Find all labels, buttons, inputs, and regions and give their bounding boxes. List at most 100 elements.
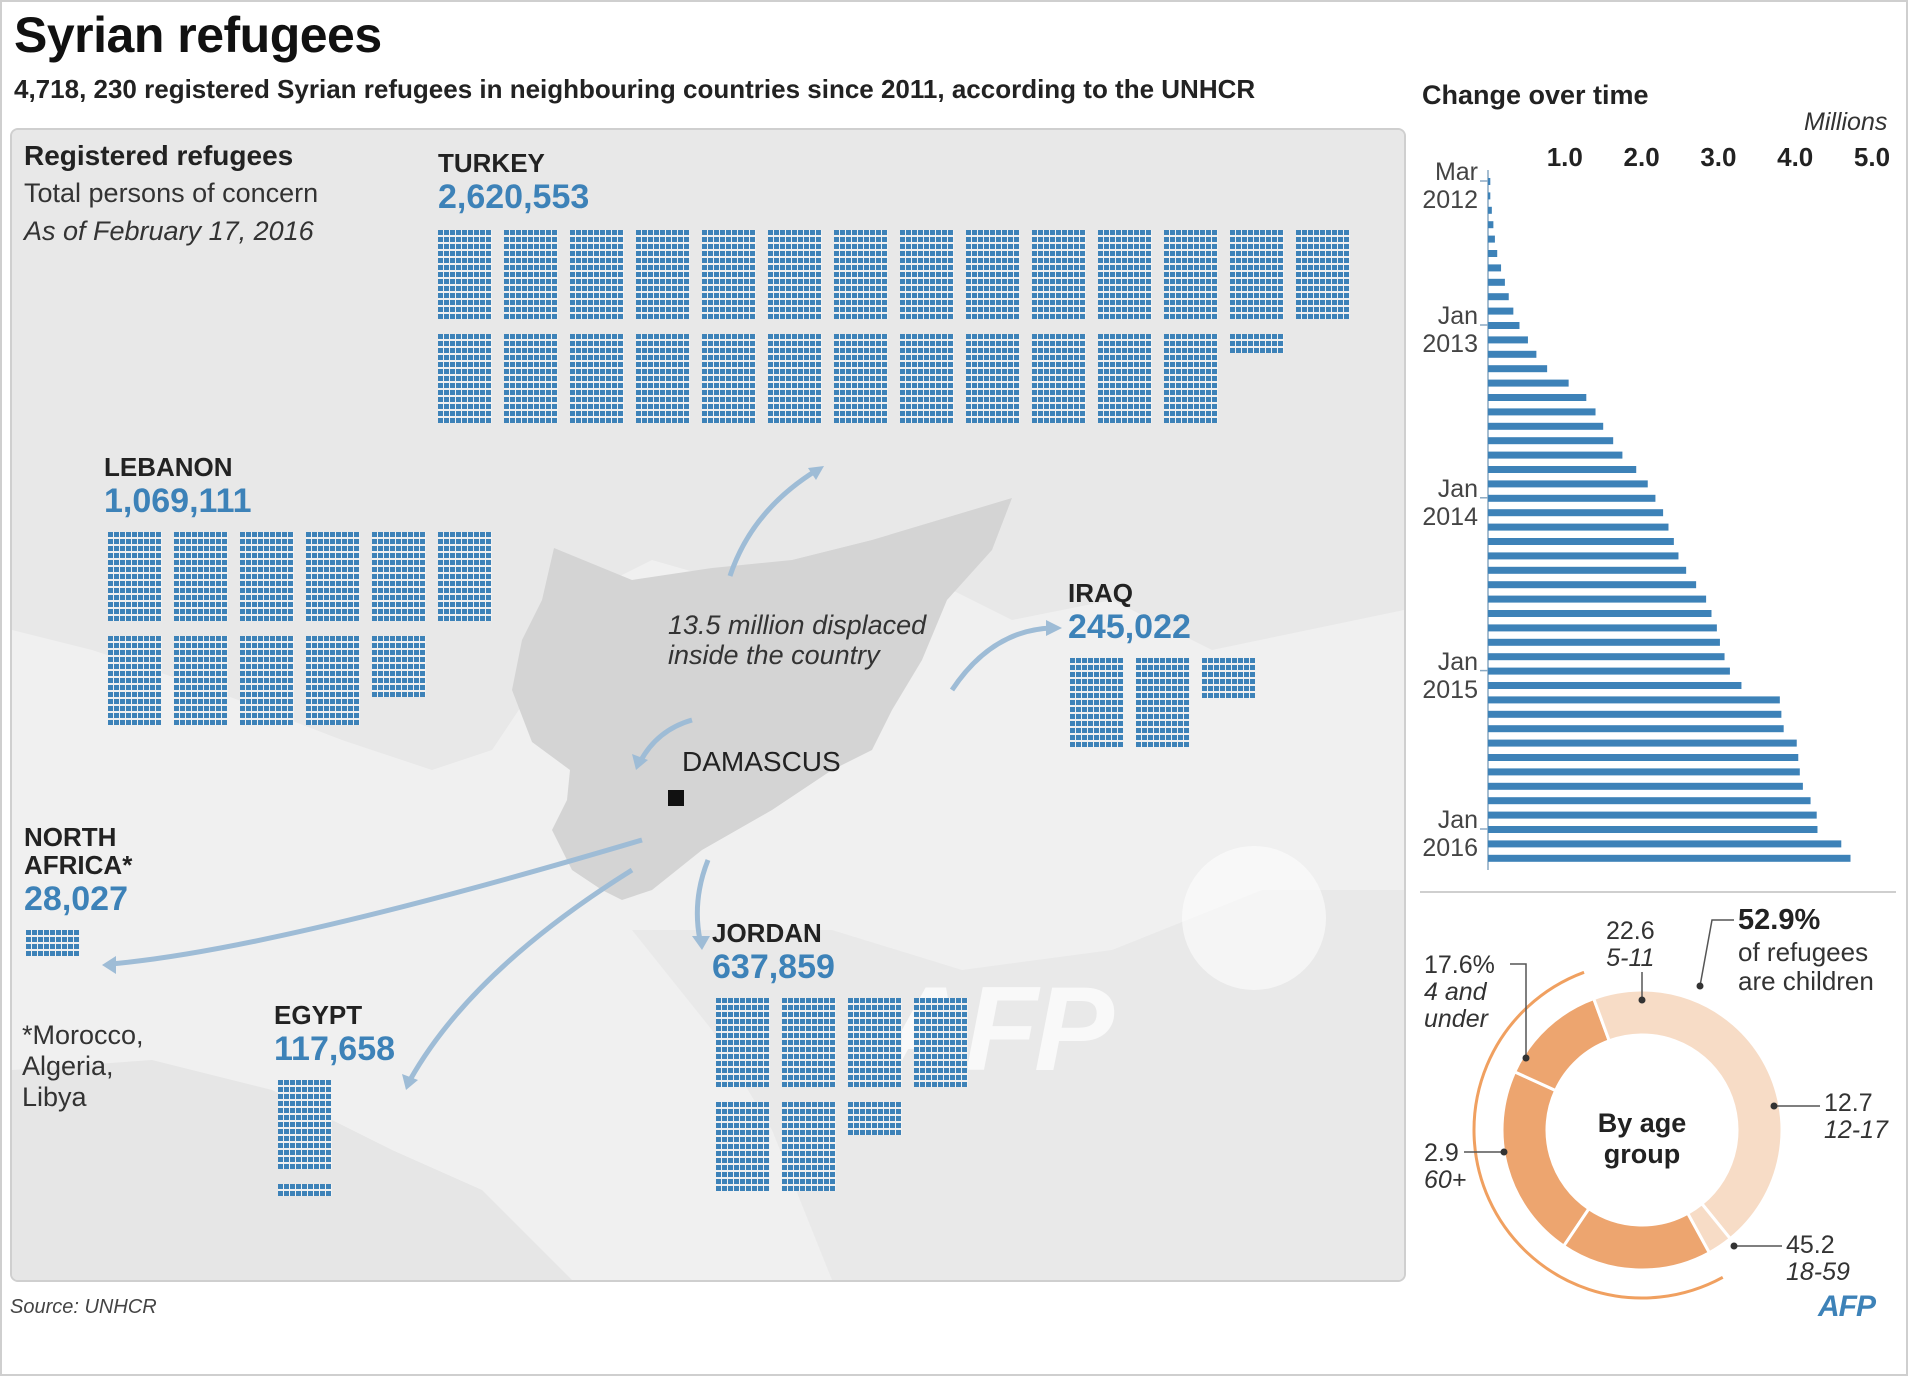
page-title: Syrian refugees xyxy=(14,7,382,63)
pictogram-block-turkey xyxy=(1230,334,1284,428)
change-over-time-tick-label: 5.0 xyxy=(1853,142,1891,172)
afp-logo: AFP xyxy=(1818,1290,1876,1323)
registered-refugees-date: As of February 17, 2016 xyxy=(24,216,314,246)
country-name-iraq: IRAQ xyxy=(1068,578,1133,608)
pictogram-block-turkey xyxy=(636,230,690,324)
country-name-egypt: EGYPT xyxy=(274,1000,363,1030)
age-range-4-and-under: 4 and under xyxy=(1424,978,1488,1033)
pictogram-block-turkey xyxy=(768,230,822,324)
arrow-to-lebanon xyxy=(637,717,693,764)
arrow-head-jordan xyxy=(692,936,710,950)
pictogram-block-turkey xyxy=(1098,334,1152,428)
pictogram-iraq xyxy=(1070,658,1290,762)
change-over-time-time-label-line-2: 2015 xyxy=(1422,675,1478,704)
source-note: Source: UNHCR xyxy=(10,1296,157,1318)
pictogram-block-lebanon xyxy=(372,636,426,730)
pictogram-block-turkey xyxy=(834,230,888,324)
pictogram-block-jordan xyxy=(716,1102,770,1196)
pictogram-block-lebanon xyxy=(108,636,162,730)
country-value-iraq: 245,022 xyxy=(1068,608,1191,646)
pictogram-block-turkey xyxy=(1032,230,1086,324)
pictogram-block-iraq xyxy=(1136,658,1190,752)
change-over-time-time-label-line-1: Jan xyxy=(1437,302,1478,330)
change-over-time-tick-label: 3.0 xyxy=(1700,142,1737,172)
pictogram-block-turkey xyxy=(702,230,756,324)
change-over-time-time-label: Mar 2012 xyxy=(1400,158,1478,214)
pictogram-egypt xyxy=(278,1080,358,1280)
pictogram-block-turkey xyxy=(1230,230,1284,324)
pictogram-block-egypt xyxy=(278,1184,332,1278)
pictogram-block-lebanon xyxy=(108,532,162,626)
capital-label: DAMASCUS xyxy=(682,746,841,777)
capital-marker xyxy=(668,790,684,806)
change-over-time-time-label: Jan 2014 xyxy=(1400,475,1478,531)
age-value-4-and-under: 17.6% xyxy=(1424,951,1495,979)
pictogram-block-turkey xyxy=(1296,230,1350,324)
change-over-time-time-label-line-2: 2016 xyxy=(1422,834,1478,862)
change-over-time-time-label: Jan 2015 xyxy=(1400,648,1478,704)
change-over-time-time-label-line-2: 2014 xyxy=(1422,502,1478,531)
change-over-time-time-label: Jan 2016 xyxy=(1400,806,1478,862)
pictogram-block-lebanon xyxy=(174,532,228,626)
arrow-head-turkey xyxy=(808,466,824,480)
pictogram-block-lebanon xyxy=(306,636,360,730)
pictogram-block-jordan xyxy=(782,1102,836,1196)
pictogram-block-turkey xyxy=(900,334,954,428)
country-value-lebanon: 1,069,111 xyxy=(104,482,252,520)
pictogram-block-turkey xyxy=(636,334,690,428)
pictogram-block-turkey xyxy=(438,230,492,324)
pictogram-block-turkey xyxy=(1164,334,1218,428)
change-over-time-tick-label: 2.0 xyxy=(1623,142,1660,172)
pictogram-turkey xyxy=(438,230,1398,438)
pictogram-block-lebanon xyxy=(174,636,228,730)
age-label-60-plus: 2.9 60+ xyxy=(1424,1140,1466,1194)
pictogram-block-jordan xyxy=(848,998,902,1092)
age-label-5-11: 22.6 5-11 xyxy=(1606,918,1655,972)
country-value-jordan: 637,859 xyxy=(712,948,835,986)
displaced-note: 13.5 million displaced inside the countr… xyxy=(668,610,926,670)
change-over-time-units: Millions xyxy=(1804,108,1888,136)
age-value-18-59: 45.2 xyxy=(1786,1231,1835,1259)
pictogram-block-turkey xyxy=(570,334,624,428)
age-label-12-17: 12.7 12-17 xyxy=(1824,1090,1888,1144)
pictogram-block-iraq xyxy=(1202,658,1256,752)
country-name-jordan: JORDAN xyxy=(712,918,822,948)
footnote-line-3: Libya xyxy=(22,1082,87,1112)
pictogram-block-turkey xyxy=(966,230,1020,324)
registered-refugees-title: Registered refugees xyxy=(24,140,294,171)
arrow-head-lebanon xyxy=(632,754,648,770)
arrow-to-turkey xyxy=(727,467,819,577)
children-text-line-1: of refugees xyxy=(1738,937,1869,967)
pictogram-block-jordan xyxy=(782,998,836,1092)
age-range-18-59: 18-59 xyxy=(1786,1258,1850,1286)
age-range-60-plus: 60+ xyxy=(1424,1166,1467,1194)
syria-shape xyxy=(512,498,1012,900)
change-over-time-time-label: Jan 2013 xyxy=(1400,302,1478,358)
registered-refugees-subtitle: Total persons of concern xyxy=(24,178,319,208)
arrow-head-egypt xyxy=(402,1074,418,1090)
north-africa-footnote: *Morocco, Algeria, Libya xyxy=(22,1020,144,1113)
map-panel: AFP Registered refugees Total persons of… xyxy=(10,128,1406,1282)
arrow-to-egypt xyxy=(407,867,634,1082)
age-value-60-plus: 2.9 xyxy=(1424,1139,1459,1167)
pictogram-block-jordan xyxy=(848,1102,902,1196)
country-name-lebanon: LEBANON xyxy=(104,452,233,482)
pictogram-block-lebanon xyxy=(372,532,426,626)
pictogram-block-turkey xyxy=(1098,230,1152,324)
arrow-to-north-africa xyxy=(109,837,643,967)
change-over-time-time-label-line-2: 2012 xyxy=(1422,186,1478,214)
change-over-time-time-label-line-1: Jan xyxy=(1437,474,1478,503)
children-text: of refugees are children xyxy=(1738,938,1874,996)
pictogram-block-lebanon xyxy=(438,532,492,626)
arrow-to-jordan xyxy=(694,859,711,941)
displaced-line-1: 13.5 million displaced xyxy=(668,610,927,640)
country-name-north-africa: NORTH xyxy=(24,822,117,852)
age-range-5-11: 5-11 xyxy=(1606,944,1655,972)
watermark-ball xyxy=(1182,846,1326,990)
country-value-turkey: 2,620,553 xyxy=(438,178,590,216)
change-over-time-title: Change over time xyxy=(1422,80,1649,110)
children-percent: 52.9% xyxy=(1738,904,1821,936)
pictogram-block-lebanon xyxy=(240,636,294,730)
page-subtitle: 4,718, 230 registered Syrian refugees in… xyxy=(14,74,1256,104)
